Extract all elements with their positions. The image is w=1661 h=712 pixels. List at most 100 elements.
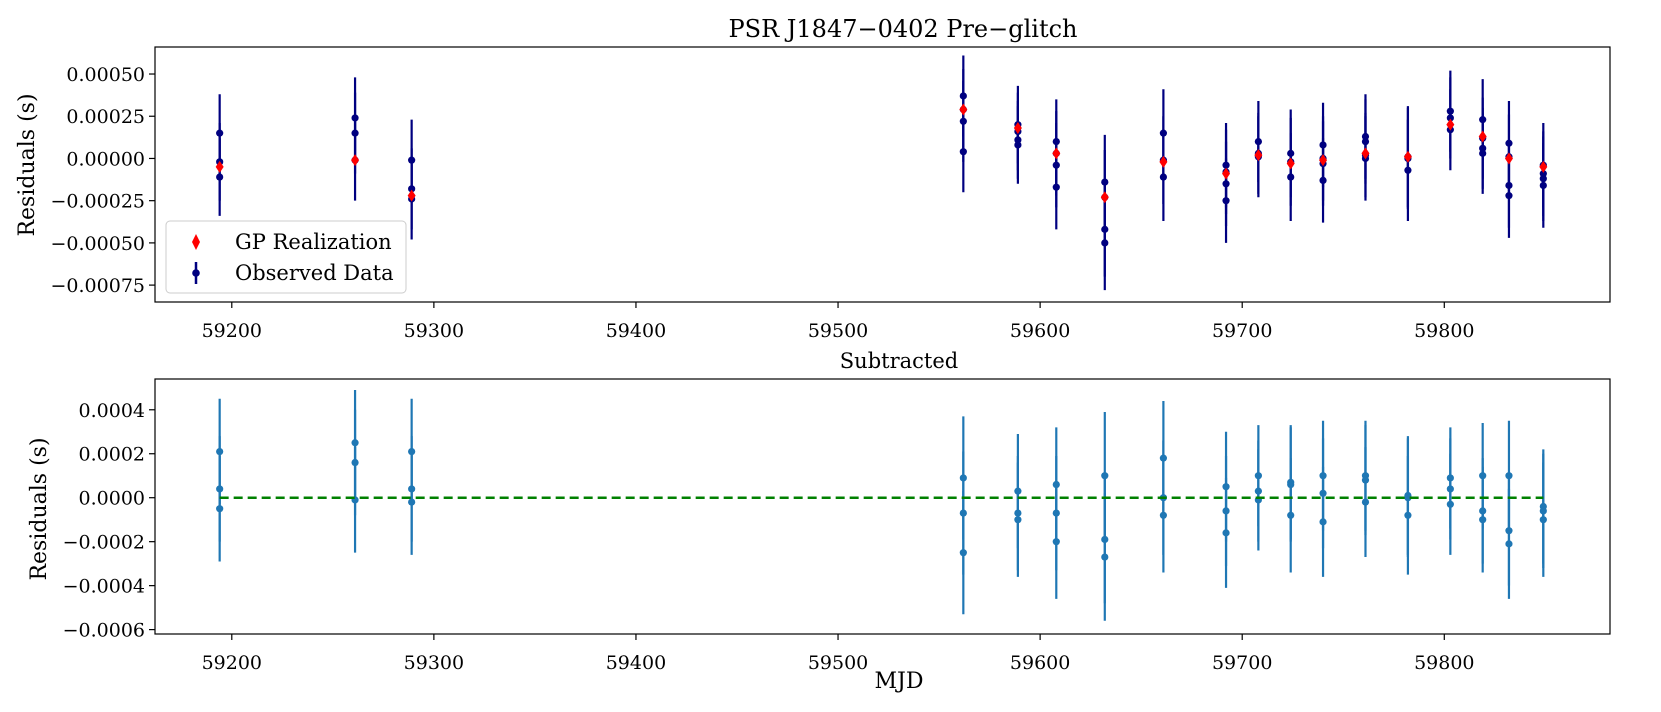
gp-marker	[1100, 191, 1109, 204]
data-point	[1505, 527, 1513, 535]
gp-marker	[1319, 154, 1328, 167]
pre-glitch-panel: PSR J1847−0402 Pre−glitch Residuals (s) …	[15, 15, 1611, 342]
data-point	[959, 148, 967, 156]
gp-marker	[1013, 122, 1022, 135]
data-point	[1361, 132, 1370, 141]
data-point	[1319, 472, 1327, 480]
x-tick-label: 59500	[808, 320, 868, 342]
data-point	[1052, 480, 1060, 489]
data-point	[1505, 192, 1513, 200]
data-point	[1319, 489, 1327, 497]
data-point	[1479, 149, 1487, 157]
data-point	[408, 485, 416, 493]
data-point	[1014, 516, 1022, 524]
y-tick-label: −0.0006	[63, 620, 145, 642]
x-tick-label: 59700	[1212, 652, 1272, 674]
x-tick-label: 59800	[1414, 320, 1474, 342]
data-point	[1319, 176, 1327, 185]
data-point	[1287, 480, 1295, 489]
gp-marker	[407, 189, 416, 202]
data-point	[1287, 511, 1295, 519]
data-point	[1446, 114, 1454, 122]
data-point	[1287, 149, 1295, 157]
x-tick-label: 59200	[202, 320, 262, 342]
chart-title: PSR J1847−0402 Pre−glitch	[729, 15, 1078, 43]
data-point	[1539, 170, 1547, 178]
data-point	[1101, 472, 1109, 480]
data-point	[1159, 511, 1167, 519]
y-tick-label: 0.0002	[79, 444, 145, 466]
data-point	[1361, 137, 1370, 146]
data-point	[1446, 500, 1454, 508]
data-point	[216, 447, 224, 456]
y-tick-group: 0.00050 0.00025 0.00000 −0.00025 −0.00050 −0.…	[51, 64, 155, 297]
x-axis-label: MJD	[875, 669, 924, 694]
data-point	[1159, 173, 1167, 181]
subplot-title: Subtracted	[840, 349, 958, 373]
gp-marker	[959, 103, 968, 116]
observed-data-series	[216, 55, 1547, 291]
data-point	[1479, 472, 1487, 480]
data-point	[1159, 454, 1167, 462]
data-point	[1159, 129, 1167, 137]
data-point	[1052, 183, 1060, 191]
data-point	[216, 505, 224, 513]
data-point	[959, 509, 967, 517]
data-point	[1446, 474, 1454, 482]
data-point	[1222, 180, 1230, 188]
data-point	[1479, 507, 1487, 515]
y-axis-label: Residuals (s)	[27, 437, 52, 580]
gp-marker	[1478, 130, 1487, 143]
data-point	[1254, 137, 1262, 146]
data-point	[1101, 553, 1109, 561]
gp-marker	[1539, 160, 1548, 173]
plot-frame	[154, 46, 1611, 303]
x-tick-label: 59700	[1212, 320, 1272, 342]
data-point	[408, 185, 416, 193]
x-tick-label: 59500	[808, 652, 868, 674]
legend-observed-label: Observed Data	[235, 261, 394, 285]
y-tick-label: 0.00000	[66, 148, 145, 170]
data-point	[1479, 116, 1487, 124]
y-tick-label: −0.00025	[51, 191, 146, 213]
x-tick-label: 59300	[404, 320, 464, 342]
data-point	[1101, 178, 1109, 186]
gp-realization-series	[215, 103, 1548, 204]
subtracted-series	[216, 389, 1547, 621]
x-tick-group: 59200 59300 59400 59500 59600 59700 59800	[202, 634, 1475, 674]
y-tick-group: 0.0004 0.0002 0.0000 −0.0002 −0.0004 −0.0006	[63, 400, 155, 642]
legend-gp-label: GP Realization	[235, 230, 392, 254]
data-point	[1539, 175, 1547, 183]
gp-marker	[1286, 157, 1295, 170]
data-point	[1446, 485, 1454, 493]
data-point	[1505, 472, 1513, 480]
x-tick-group: 59200 59300 59400 59500 59600 59700 59800	[202, 302, 1475, 342]
data-point	[1505, 139, 1513, 147]
data-point	[1505, 181, 1513, 190]
legend-observed-marker	[192, 269, 200, 277]
gp-marker	[1403, 150, 1412, 163]
data-point	[408, 498, 416, 506]
data-point	[1014, 136, 1022, 144]
data-point	[1287, 173, 1295, 181]
gp-marker	[1361, 147, 1370, 160]
data-point	[1014, 487, 1022, 495]
gp-marker	[1222, 167, 1231, 180]
data-point	[1222, 197, 1230, 205]
data-point	[216, 129, 224, 137]
data-point	[1404, 511, 1412, 519]
data-point	[1222, 483, 1230, 491]
gp-marker	[1052, 147, 1061, 160]
data-point	[1361, 498, 1370, 506]
data-point	[351, 439, 359, 447]
subtracted-panel: Subtracted Residuals (s) MJD 0.00040.000…	[27, 349, 1611, 694]
legend: GP Realization Observed Data	[165, 220, 407, 294]
data-point	[1254, 487, 1262, 495]
data-point	[1254, 472, 1262, 480]
data-point	[1014, 141, 1022, 149]
data-point	[1479, 144, 1487, 152]
data-point	[351, 129, 359, 137]
data-point	[1446, 107, 1454, 115]
x-tick-label: 59600	[1010, 652, 1070, 674]
